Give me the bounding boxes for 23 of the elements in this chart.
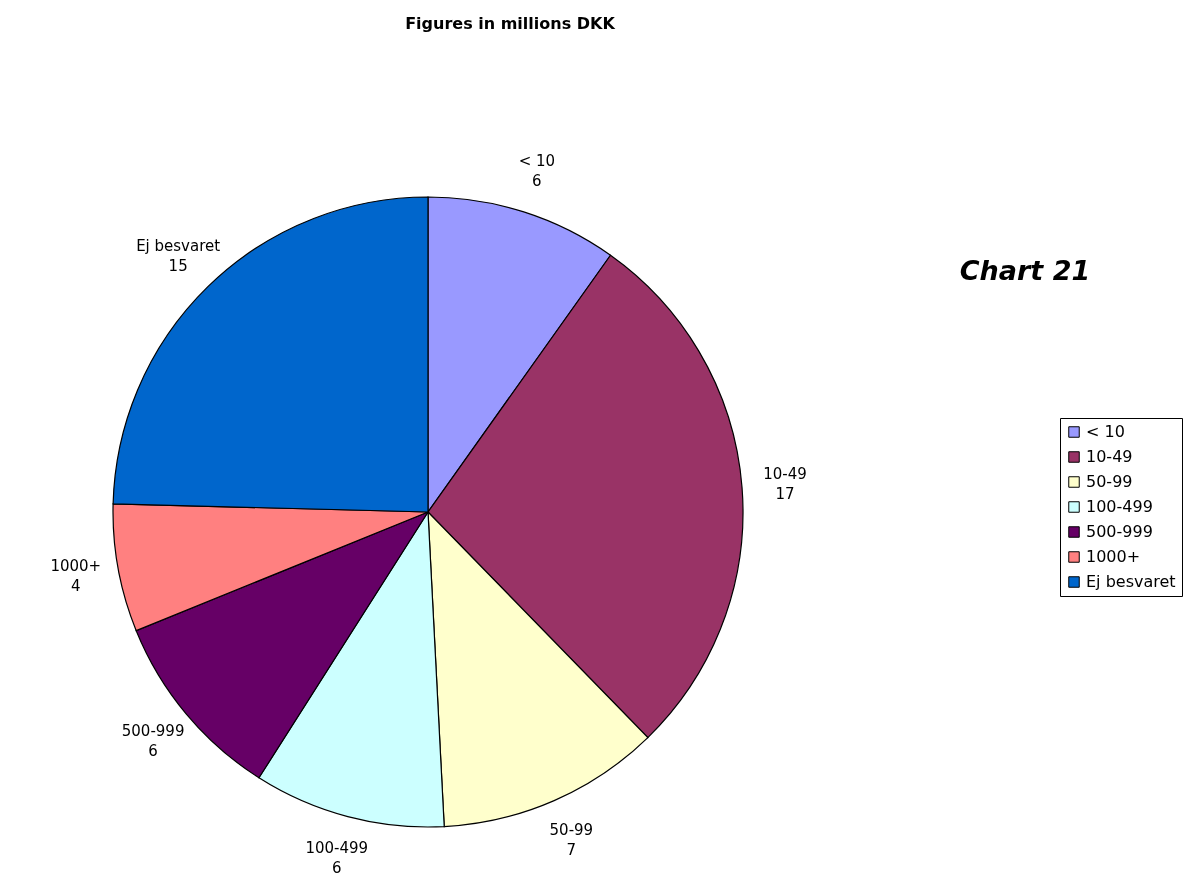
slice-label: Ej besvaret xyxy=(136,236,221,255)
legend-label: < 10 xyxy=(1086,422,1125,441)
slice-label: 1000+ xyxy=(50,557,102,576)
legend-label: 10-49 xyxy=(1086,447,1133,466)
data-label: 6 xyxy=(532,171,542,190)
legend-label: 50-99 xyxy=(1086,472,1133,491)
caption: Chart 21 xyxy=(959,255,1091,286)
chart-title: Figures in millions DKK xyxy=(405,14,616,33)
data-label: 4 xyxy=(71,577,81,596)
legend-label: 500-999 xyxy=(1086,522,1153,541)
legend-label: 100-499 xyxy=(1086,497,1153,516)
data-label: 15 xyxy=(168,256,188,275)
data-label: 6 xyxy=(332,859,342,878)
data-label: 17 xyxy=(775,485,795,504)
legend-label: 1000+ xyxy=(1086,547,1141,566)
data-label: 7 xyxy=(566,841,577,860)
slice-label: 100-499 xyxy=(305,839,369,858)
data-label: 6 xyxy=(148,742,158,761)
slice-label: < 10 xyxy=(518,151,556,170)
legend-label: Ej besvaret xyxy=(1086,572,1176,591)
slice-label: 500-999 xyxy=(121,722,185,741)
slice-label: 10-49 xyxy=(763,465,807,484)
slice-label: 50-99 xyxy=(549,821,594,840)
